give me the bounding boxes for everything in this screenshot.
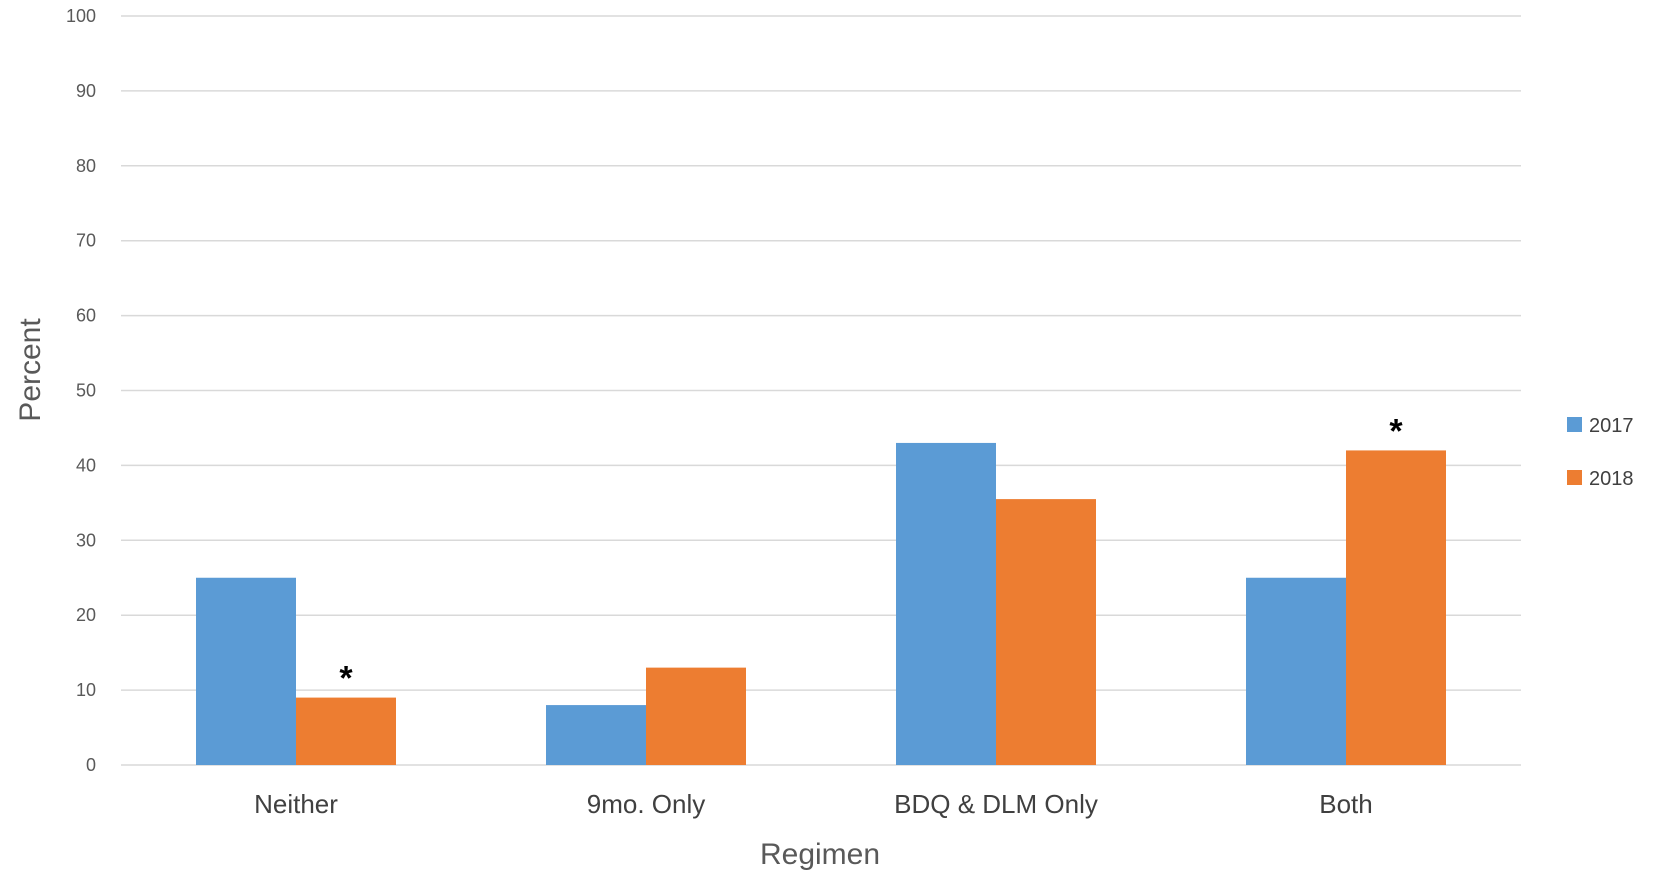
significance-marker: * [339,660,353,698]
legend-label: 2017 [1589,415,1634,437]
y-tick-label: 90 [76,81,96,101]
y-tick-label: 20 [76,605,96,625]
bar-2017-1 [546,705,646,765]
bar-2017-3 [1246,577,1346,765]
bar-2018-0 [296,697,396,765]
bar-2017-0 [196,577,296,765]
x-tick-label: BDQ & DLM Only [894,789,1098,819]
significance-marker: * [1389,412,1403,450]
y-tick-label: 80 [76,156,96,176]
y-tick-label: 50 [76,381,96,401]
bar-2017-2 [896,442,996,765]
y-tick-label: 10 [76,680,96,700]
legend-swatch [1567,470,1582,485]
y-tick-label: 40 [76,455,96,475]
y-tick-label: 100 [66,6,96,26]
y-axis-ticks: 0 10 20 30 40 50 60 70 80 90 100 [66,6,96,775]
x-tick-label: Neither [254,789,338,819]
x-tick-label: 9mo. Only [587,789,706,819]
x-axis-title: Regimen [760,838,880,871]
y-tick-label: 60 [76,306,96,326]
y-tick-label: 0 [86,755,96,775]
x-axis-ticks: Neither 9mo. Only BDQ & DLM Only Both [254,789,1373,819]
y-tick-label: 70 [76,231,96,251]
annotations: ** [339,412,1403,697]
bar-2018-1 [646,667,746,765]
y-tick-label: 30 [76,530,96,550]
bar-2018-3 [1346,450,1446,765]
gridlines [121,15,1521,766]
y-axis-title: Percent [14,318,47,422]
legend-label: 2018 [1589,468,1634,490]
bar-2018-2 [996,499,1096,765]
x-tick-label: Both [1319,789,1373,819]
bars [196,442,1446,765]
legend-swatch [1567,417,1582,432]
legend: 2017 2018 [1567,415,1634,490]
